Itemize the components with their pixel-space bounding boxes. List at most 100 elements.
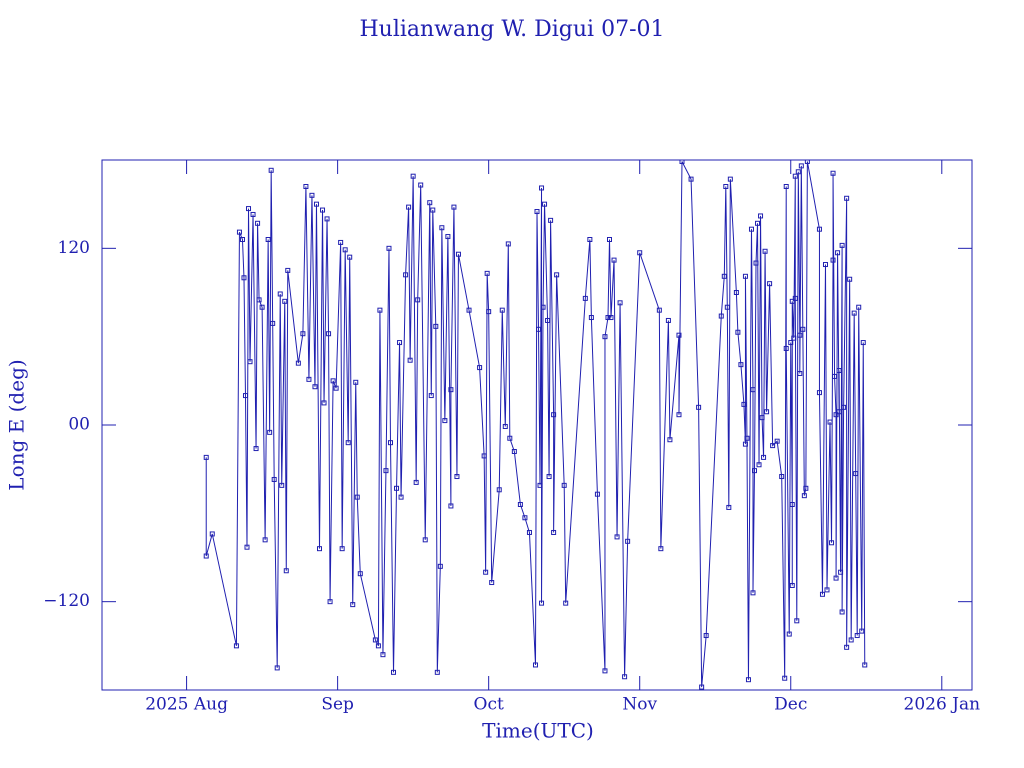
data-point — [696, 404, 702, 410]
data-point — [434, 669, 440, 675]
data-point — [676, 332, 682, 338]
data-point — [542, 201, 548, 207]
data-point — [324, 216, 330, 222]
data-line — [205, 161, 866, 688]
data-point — [502, 423, 508, 429]
data-point — [295, 360, 301, 366]
data-point — [797, 332, 803, 338]
data-point — [279, 482, 285, 488]
data-point — [350, 602, 356, 608]
data-point — [755, 220, 761, 226]
data-point — [836, 368, 842, 374]
data-point — [274, 665, 280, 671]
data-point — [750, 590, 756, 596]
data-point — [791, 335, 797, 341]
data-point — [748, 226, 754, 232]
data-point — [455, 251, 461, 257]
data-point — [246, 206, 252, 212]
data-point — [345, 440, 351, 446]
data-point — [656, 307, 662, 313]
plot-area — [203, 160, 868, 690]
data-point — [605, 315, 611, 321]
data-point — [859, 628, 865, 634]
data-point — [283, 568, 289, 574]
data-point — [665, 317, 671, 323]
data-point — [827, 419, 833, 425]
data-point — [333, 385, 339, 391]
data-point — [422, 537, 428, 543]
data-point — [265, 237, 271, 242]
data-point — [551, 412, 557, 418]
data-point — [721, 273, 727, 279]
x-tick-label: Dec — [774, 695, 807, 715]
data-point — [783, 345, 789, 351]
data-point — [848, 637, 854, 643]
data-point — [718, 313, 724, 319]
data-point — [607, 237, 612, 242]
data-point — [448, 387, 454, 393]
data-point — [839, 242, 845, 248]
data-point — [437, 563, 443, 569]
x-tick-label: Nov — [622, 695, 657, 715]
data-point — [372, 637, 378, 643]
data-point — [551, 529, 557, 535]
data-point — [742, 441, 748, 447]
data-point — [321, 400, 327, 406]
data-point — [625, 538, 631, 544]
data-point — [804, 160, 810, 164]
x-tick-label: Sep — [321, 695, 354, 715]
data-point — [244, 544, 250, 550]
data-point — [410, 173, 416, 179]
data-point — [767, 281, 773, 287]
data-point — [782, 675, 788, 681]
data-point — [667, 437, 673, 443]
data-point — [611, 257, 617, 263]
data-point — [505, 241, 511, 247]
y-tick-label: 00 — [68, 415, 90, 435]
data-point — [548, 217, 554, 223]
data-point — [753, 260, 759, 266]
data-point — [841, 404, 847, 410]
data-point — [539, 185, 545, 191]
data-point — [406, 204, 412, 210]
data-point — [203, 553, 209, 559]
data-point — [489, 580, 495, 586]
data-point — [236, 229, 242, 235]
data-point — [602, 668, 608, 674]
data-point — [387, 440, 393, 446]
data-point — [439, 225, 445, 231]
data-point — [391, 669, 397, 675]
data-point — [433, 323, 439, 329]
data-point — [833, 412, 839, 418]
data-point — [770, 443, 776, 449]
data-point — [794, 618, 800, 624]
data-point — [798, 163, 804, 169]
data-point — [375, 643, 381, 649]
data-point — [338, 239, 344, 245]
data-point — [354, 494, 360, 500]
data-point — [380, 652, 386, 658]
y-axis-label: Long E (deg) — [5, 359, 29, 490]
data-point — [496, 487, 502, 493]
data-point — [726, 504, 732, 510]
data-point — [481, 453, 487, 459]
data-point — [313, 201, 319, 207]
data-point — [536, 326, 542, 332]
data-point — [735, 329, 741, 335]
data-point — [353, 379, 359, 385]
data-point — [259, 304, 265, 310]
data-point — [397, 340, 403, 346]
data-point — [803, 485, 809, 491]
x-axis-label: Time(UTC) — [482, 719, 594, 743]
data-point — [203, 454, 209, 460]
data-point — [851, 310, 857, 316]
data-point — [801, 493, 807, 499]
data-point — [588, 315, 594, 321]
data-point — [832, 373, 838, 379]
data-point — [256, 297, 262, 303]
x-tick-label: 2025 Aug — [145, 695, 228, 715]
data-point — [306, 376, 312, 382]
data-point — [830, 257, 836, 263]
data-point — [300, 331, 306, 337]
data-point — [750, 387, 756, 393]
